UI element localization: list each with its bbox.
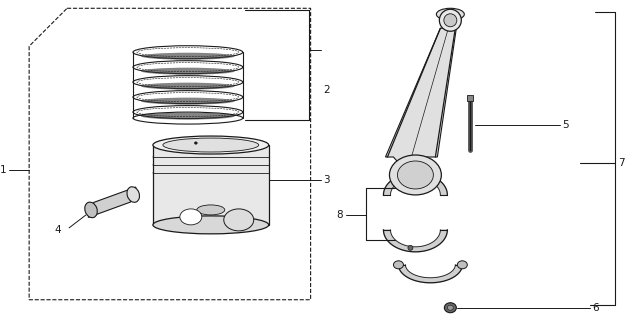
Text: 8: 8	[336, 210, 343, 220]
Ellipse shape	[141, 53, 235, 60]
Ellipse shape	[163, 138, 259, 152]
Polygon shape	[384, 230, 447, 252]
Text: 7: 7	[618, 158, 625, 168]
Ellipse shape	[194, 142, 197, 144]
Ellipse shape	[141, 113, 235, 120]
Ellipse shape	[398, 161, 433, 189]
Ellipse shape	[439, 9, 461, 31]
Polygon shape	[88, 187, 136, 217]
Ellipse shape	[389, 155, 442, 195]
Ellipse shape	[447, 305, 454, 310]
Polygon shape	[384, 173, 447, 195]
Ellipse shape	[444, 303, 456, 313]
Ellipse shape	[153, 136, 268, 154]
Ellipse shape	[437, 8, 464, 20]
Ellipse shape	[457, 261, 467, 269]
Ellipse shape	[394, 261, 403, 269]
Text: 5: 5	[562, 120, 569, 130]
Text: 2: 2	[324, 85, 330, 95]
Ellipse shape	[141, 98, 235, 105]
Ellipse shape	[141, 68, 235, 75]
Ellipse shape	[180, 209, 202, 225]
Polygon shape	[386, 28, 456, 165]
Ellipse shape	[153, 216, 268, 234]
Ellipse shape	[408, 245, 413, 250]
Text: 1: 1	[0, 165, 6, 175]
Text: 4: 4	[54, 225, 61, 235]
Ellipse shape	[444, 14, 457, 27]
Polygon shape	[467, 95, 473, 101]
Ellipse shape	[85, 202, 97, 218]
Polygon shape	[153, 145, 268, 225]
Ellipse shape	[224, 209, 254, 231]
Ellipse shape	[197, 205, 225, 215]
Ellipse shape	[141, 83, 235, 90]
Ellipse shape	[127, 187, 139, 202]
Polygon shape	[398, 265, 462, 283]
Text: 6: 6	[592, 303, 598, 313]
Text: 3: 3	[324, 175, 330, 185]
